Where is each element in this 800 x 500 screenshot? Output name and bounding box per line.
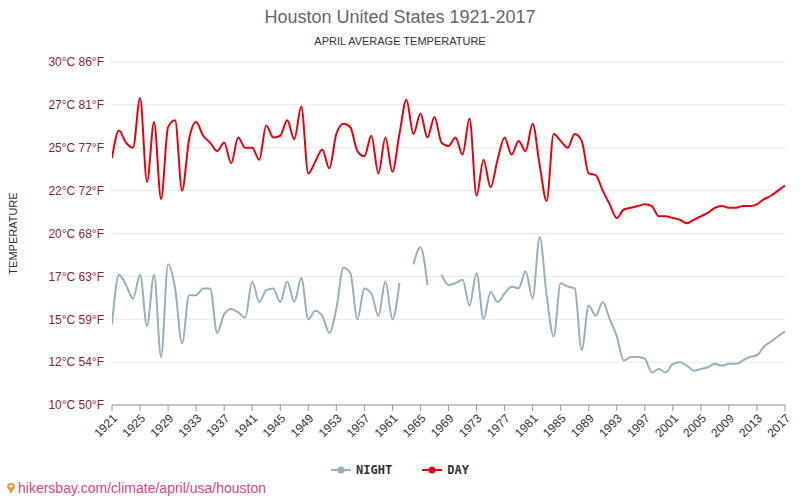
svg-text:1949: 1949 <box>288 411 317 440</box>
svg-text:17°C 63°F: 17°C 63°F <box>48 270 104 284</box>
html-text:DAY: DAY <box>447 463 469 477</box>
svg-text:1981: 1981 <box>512 411 541 440</box>
svg-text:10°C 50°F: 10°C 50°F <box>48 398 104 412</box>
svg-text:1993: 1993 <box>596 411 625 440</box>
html-text:hikersbay.com/climate/april/us: hikersbay.com/climate/april/usa/houston <box>18 480 266 496</box>
svg-text:20°C 68°F: 20°C 68°F <box>48 227 104 241</box>
svg-text:2009: 2009 <box>708 411 737 440</box>
svg-text:12°C 54°F: 12°C 54°F <box>48 355 104 369</box>
html-text:Houston United States 1921-201: Houston United States 1921-2017 <box>264 7 536 27</box>
svg-text:2013: 2013 <box>736 411 765 440</box>
svg-text:30°C 86°F: 30°C 86°F <box>48 55 104 69</box>
svg-text:1945: 1945 <box>260 411 289 440</box>
svg-text:2001: 2001 <box>652 411 681 440</box>
svg-text:27°C 81°F: 27°C 81°F <box>48 98 104 112</box>
svg-text:1965: 1965 <box>400 411 429 440</box>
svg-text:TEMPERATURE: TEMPERATURE <box>8 192 19 274</box>
html-text:NIGHT: NIGHT <box>356 463 393 477</box>
svg-text:1941: 1941 <box>232 411 261 440</box>
svg-text:1977: 1977 <box>484 411 513 440</box>
svg-text:1937: 1937 <box>204 411 233 440</box>
svg-text:1933: 1933 <box>175 411 204 440</box>
html-text:APRIL AVERAGE TEMPERATURE: APRIL AVERAGE TEMPERATURE <box>314 35 486 47</box>
svg-text:1957: 1957 <box>344 411 373 440</box>
svg-text:2017: 2017 <box>764 411 792 440</box>
svg-text:1961: 1961 <box>372 411 401 440</box>
svg-text:15°C 59°F: 15°C 59°F <box>48 313 104 327</box>
svg-text:22°C 72°F: 22°C 72°F <box>48 184 104 198</box>
svg-text:1989: 1989 <box>568 411 597 440</box>
svg-text:1925: 1925 <box>119 411 148 440</box>
svg-text:25°C 77°F: 25°C 77°F <box>48 141 104 155</box>
svg-text:1929: 1929 <box>147 411 176 440</box>
svg-text:1969: 1969 <box>428 411 457 440</box>
svg-text:1985: 1985 <box>540 411 569 440</box>
svg-text:1953: 1953 <box>316 411 345 440</box>
svg-text:1921: 1921 <box>91 411 120 440</box>
svg-text:1997: 1997 <box>624 411 653 440</box>
svg-text:1973: 1973 <box>456 411 485 440</box>
svg-text:2005: 2005 <box>680 411 709 440</box>
